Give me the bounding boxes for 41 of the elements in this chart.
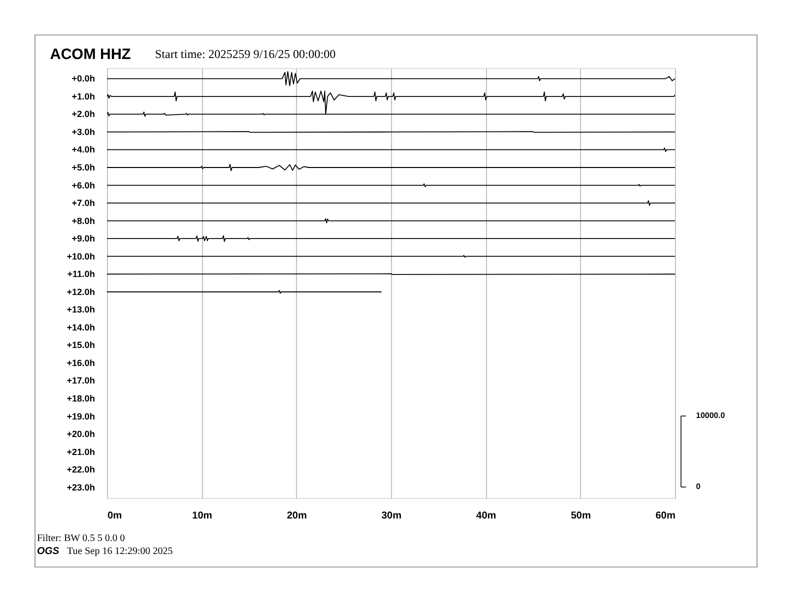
text: 0 (696, 482, 701, 491)
y-tick-label: +12.0h (66, 286, 95, 297)
line-series (107, 164, 675, 172)
y-tick-label: +2.0h (72, 109, 95, 120)
text: OGS (37, 546, 60, 557)
x-tick-label: 50m (570, 510, 591, 522)
y-tick-label: +5.0h (72, 162, 95, 173)
y-tick-label: +14.0h (66, 322, 95, 332)
y-tick-label: +10.0h (66, 251, 95, 262)
y-tick-label: +13.0h (66, 304, 95, 315)
chart-title: ACOM HHZ (50, 46, 131, 63)
y-tick-label: +19.0h (66, 411, 95, 422)
x-tick-label: 60m (655, 510, 676, 522)
line-series (107, 71, 675, 86)
y-tick-label: +11.0h (67, 269, 95, 280)
line-series (107, 90, 675, 115)
text: Filter: BW 0.5 5 0.0 0 (37, 533, 125, 544)
y-tick-label: +16.0h (66, 358, 95, 368)
x-tick-label: 30m (381, 510, 402, 522)
x-tick-label: 0m (108, 510, 122, 522)
y-tick-label: +4.0h (72, 144, 95, 155)
y-tick-label: +3.0h (72, 126, 95, 137)
y-tick-label: +15.0h (66, 340, 95, 350)
y-tick-label: +22.0h (66, 464, 95, 475)
x-tick-label: 10m (192, 510, 212, 522)
x-tick-label: 40m (476, 510, 496, 522)
text: Tue Sep 16 12:29:00 2025 (67, 546, 173, 557)
y-tick-label: +21.0h (66, 446, 95, 457)
y-tick-label: +7.0h (72, 198, 95, 208)
y-tick-label: +17.0h (66, 376, 95, 386)
y-tick-label: +0.0h (72, 74, 95, 84)
y-tick-label: +23.0h (66, 482, 95, 492)
y-tick-label: +1.0h (72, 91, 95, 102)
y-tick-label: +18.0h (66, 393, 95, 404)
y-tick-label: +20.0h (66, 429, 95, 440)
y-tick-label: +9.0h (72, 234, 95, 244)
y-tick-label: +6.0h (72, 180, 95, 190)
chart-subtitle: Start time: 2025259 9/16/25 00:00:00 (155, 47, 336, 61)
text: 10000.0 (696, 411, 726, 420)
x-tick-label: 20m (286, 510, 307, 522)
y-tick-label: +8.0h (72, 216, 95, 226)
